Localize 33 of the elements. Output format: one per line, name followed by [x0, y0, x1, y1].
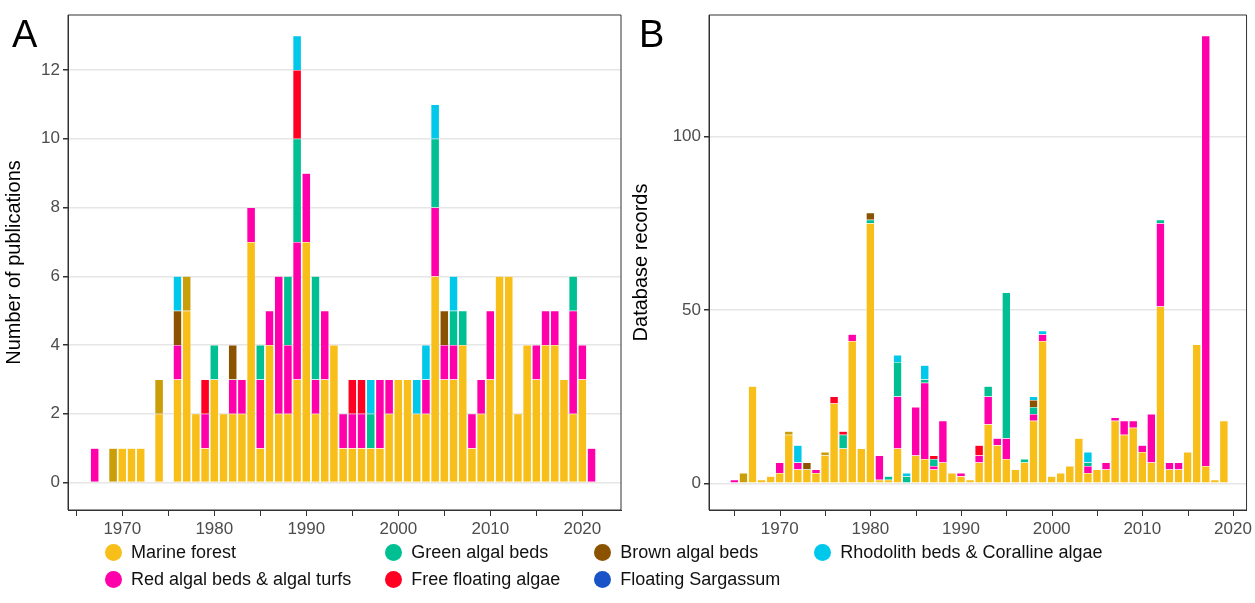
y-tick-label: 50	[682, 299, 701, 319]
y-axis-title: Database records	[628, 183, 651, 342]
x-tick-label: 2000	[1032, 518, 1071, 538]
legend-label: Green algal beds	[411, 542, 549, 563]
x-tick-label: 2010	[1123, 518, 1162, 538]
x-tick-label: 2010	[471, 518, 510, 538]
x-tick-label: 1990	[942, 518, 980, 538]
y-tick-label: 2	[50, 403, 60, 423]
x-tick-label: 2020	[563, 518, 602, 538]
x-tick-label: 1980	[851, 518, 890, 538]
legend-label: Brown algal beds	[620, 542, 759, 563]
y-axis-title: Number of publications	[1, 160, 24, 365]
x-tick-label: 1990	[287, 518, 326, 538]
y-tick-label: 12	[41, 59, 60, 79]
x-tick-label: 1970	[760, 518, 799, 538]
chart-title: B	[639, 13, 665, 56]
legend-label: Floating Sargassum	[620, 569, 781, 590]
x-tick-label: 2020	[1214, 518, 1252, 538]
y-tick-label: 0	[691, 472, 701, 492]
y-tick-label: 6	[50, 265, 60, 285]
legend-label: Red algal beds & algal turfs	[131, 569, 352, 590]
y-tick-label: 4	[50, 334, 60, 354]
legend-label: Rhodolith beds & Coralline algae	[840, 542, 1103, 563]
y-tick-label: 10	[41, 128, 60, 148]
y-tick-label: 100	[672, 126, 701, 146]
y-tick-label: 8	[50, 197, 60, 217]
y-tick-label: 0	[50, 472, 60, 492]
x-tick-label: 2000	[379, 518, 418, 538]
x-tick-label: 1970	[103, 518, 142, 538]
legend-label: Marine forest	[131, 542, 237, 563]
chart-title: A	[12, 13, 38, 56]
x-tick-label: 1980	[195, 518, 234, 538]
legend-label: Free floating algae	[411, 569, 561, 590]
